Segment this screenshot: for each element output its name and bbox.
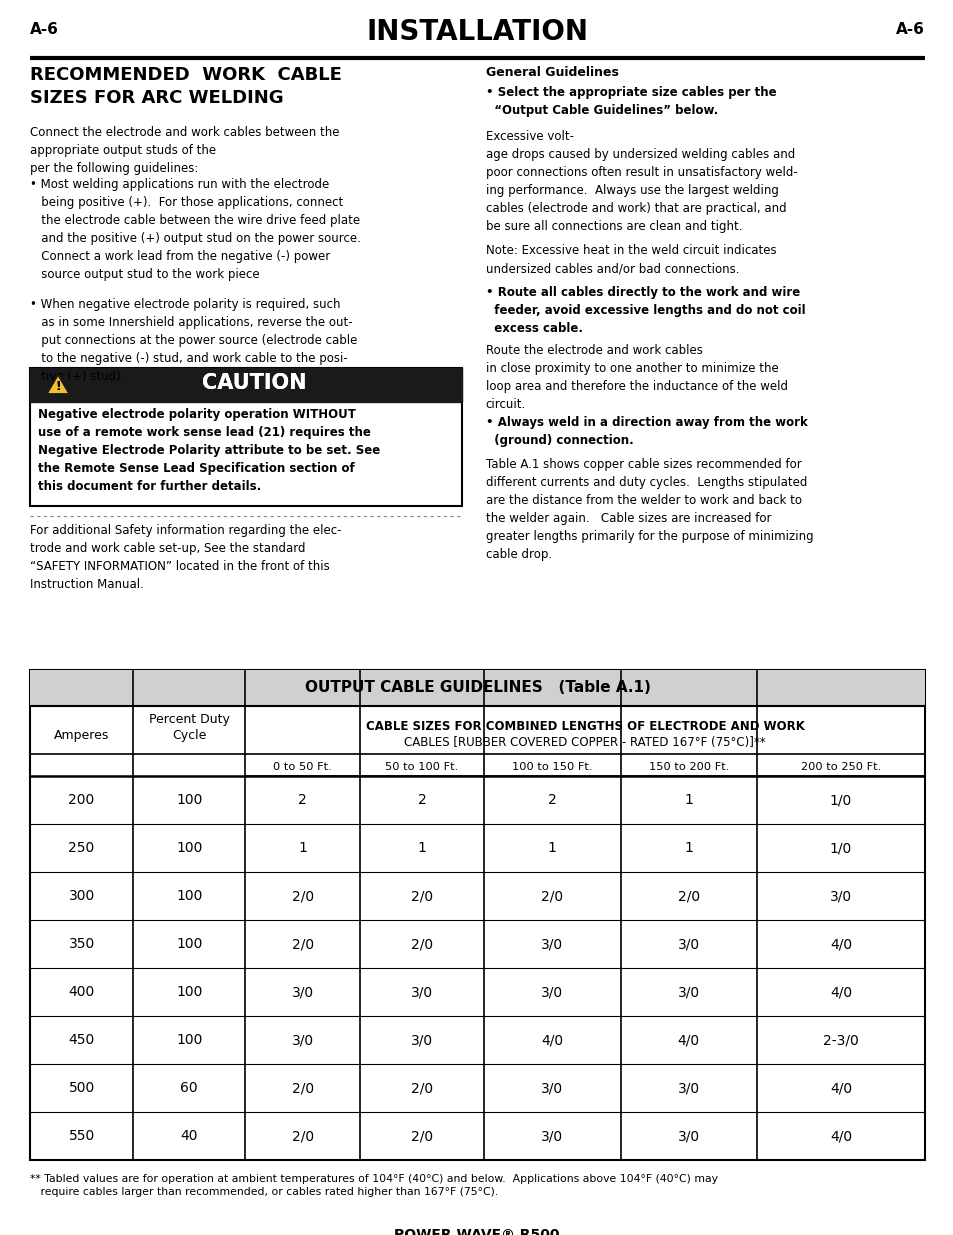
Text: 2/0: 2/0 xyxy=(540,889,562,903)
Bar xyxy=(30,671,924,706)
Text: 3/0: 3/0 xyxy=(677,937,700,951)
Text: • Route all cables directly to the work and wire
  feeder, avoid excessive lengt: • Route all cables directly to the work … xyxy=(485,287,804,335)
Text: 2/0: 2/0 xyxy=(677,889,700,903)
Text: RECOMMENDED  WORK  CABLE
SIZES FOR ARC WELDING: RECOMMENDED WORK CABLE SIZES FOR ARC WEL… xyxy=(30,65,341,107)
Text: 3/0: 3/0 xyxy=(677,1081,700,1095)
Text: 400: 400 xyxy=(69,986,94,999)
Text: • Select the appropriate size cables per the
  “Output Cable Guidelines” below.: • Select the appropriate size cables per… xyxy=(485,86,776,117)
Text: 500: 500 xyxy=(69,1081,94,1095)
Text: 4/0: 4/0 xyxy=(829,1081,851,1095)
Text: 2/0: 2/0 xyxy=(292,1081,314,1095)
Text: 1/0: 1/0 xyxy=(829,841,851,855)
Polygon shape xyxy=(47,375,69,394)
Text: CABLE SIZES FOR COMBINED LENGTHS OF ELECTRODE AND WORK: CABLE SIZES FOR COMBINED LENGTHS OF ELEC… xyxy=(365,720,803,734)
Text: 100 to 150 Ft.: 100 to 150 Ft. xyxy=(512,762,592,772)
Text: 1: 1 xyxy=(683,793,693,806)
Text: 2/0: 2/0 xyxy=(292,937,314,951)
Text: For additional Safety information regarding the elec-
trode and work cable set-u: For additional Safety information regard… xyxy=(30,524,341,592)
Text: 2/0: 2/0 xyxy=(411,1129,433,1144)
Text: 3/0: 3/0 xyxy=(677,1129,700,1144)
Text: 3/0: 3/0 xyxy=(829,889,851,903)
Text: ** Tabled values are for operation at ambient temperatures of 104°F (40°C) and b: ** Tabled values are for operation at am… xyxy=(30,1174,718,1197)
Text: 4/0: 4/0 xyxy=(829,1129,851,1144)
Text: • When negative electrode polarity is required, such
   as in some Innershield a: • When negative electrode polarity is re… xyxy=(30,298,357,383)
Text: 350: 350 xyxy=(69,937,94,951)
Text: Amperes: Amperes xyxy=(53,730,110,742)
Text: Connect the electrode and work cables between the
appropriate output studs of th: Connect the electrode and work cables be… xyxy=(30,126,339,175)
Text: 100: 100 xyxy=(175,937,202,951)
Text: 250: 250 xyxy=(69,841,94,855)
Polygon shape xyxy=(47,375,69,394)
Text: 550: 550 xyxy=(69,1129,94,1144)
Text: 200 to 250 Ft.: 200 to 250 Ft. xyxy=(800,762,880,772)
Text: 3/0: 3/0 xyxy=(540,1081,562,1095)
Text: OUTPUT CABLE GUIDELINES   (Table A.1): OUTPUT CABLE GUIDELINES (Table A.1) xyxy=(304,680,650,695)
Text: INSTALLATION: INSTALLATION xyxy=(366,19,588,46)
Text: 3/0: 3/0 xyxy=(292,986,314,999)
Text: 4/0: 4/0 xyxy=(540,1032,562,1047)
Text: 100: 100 xyxy=(175,889,202,903)
Text: 3/0: 3/0 xyxy=(411,986,433,999)
Text: 1/0: 1/0 xyxy=(829,793,851,806)
Text: 300: 300 xyxy=(69,889,94,903)
Text: • Most welding applications run with the electrode
   being positive (+).  For t: • Most welding applications run with the… xyxy=(30,178,360,282)
Text: Excessive volt-
age drops caused by undersized welding cables and
poor connectio: Excessive volt- age drops caused by unde… xyxy=(485,130,797,233)
Text: Table A.1 shows copper cable sizes recommended for
different currents and duty c: Table A.1 shows copper cable sizes recom… xyxy=(485,458,812,561)
Text: 0 to 50 Ft.: 0 to 50 Ft. xyxy=(274,762,332,772)
Text: General Guidelines: General Guidelines xyxy=(485,65,618,79)
Text: 2/0: 2/0 xyxy=(411,937,433,951)
Text: CAUTION: CAUTION xyxy=(202,373,306,393)
Text: 4/0: 4/0 xyxy=(829,986,851,999)
Bar xyxy=(30,368,462,506)
Text: 1: 1 xyxy=(417,841,426,855)
Text: 60: 60 xyxy=(180,1081,198,1095)
Text: 100: 100 xyxy=(175,841,202,855)
Text: Route the electrode and work cables
in close proximity to one another to minimiz: Route the electrode and work cables in c… xyxy=(485,345,786,411)
Text: POWER WAVE® R500: POWER WAVE® R500 xyxy=(394,1228,559,1235)
Text: 2: 2 xyxy=(547,793,556,806)
Text: 3/0: 3/0 xyxy=(540,986,562,999)
Text: 150 to 200 Ft.: 150 to 200 Ft. xyxy=(648,762,728,772)
Text: • Always weld in a direction away from the work
  (ground) connection.: • Always weld in a direction away from t… xyxy=(485,416,806,447)
Text: 2/0: 2/0 xyxy=(411,1081,433,1095)
Text: 3/0: 3/0 xyxy=(292,1032,314,1047)
Text: CAUTION: CAUTION xyxy=(202,373,306,393)
Text: CABLES [RUBBER COVERED COPPER - RATED 167°F (75°C)]**: CABLES [RUBBER COVERED COPPER - RATED 16… xyxy=(404,736,765,748)
Bar xyxy=(30,368,462,403)
Text: !: ! xyxy=(55,379,61,393)
Text: 1: 1 xyxy=(298,841,307,855)
Text: 450: 450 xyxy=(69,1032,94,1047)
Text: 2/0: 2/0 xyxy=(292,1129,314,1144)
Text: 100: 100 xyxy=(175,1032,202,1047)
Text: A-6: A-6 xyxy=(895,22,924,37)
Text: 1: 1 xyxy=(683,841,693,855)
Text: Percent Duty
Cycle: Percent Duty Cycle xyxy=(149,714,230,742)
Text: 40: 40 xyxy=(180,1129,197,1144)
Text: 100: 100 xyxy=(175,986,202,999)
Text: 2-3/0: 2-3/0 xyxy=(822,1032,858,1047)
Text: 100: 100 xyxy=(175,793,202,806)
Text: 50 to 100 Ft.: 50 to 100 Ft. xyxy=(385,762,458,772)
Text: Note: Excessive heat in the weld circuit indicates
undersized cables and/or bad : Note: Excessive heat in the weld circuit… xyxy=(485,245,776,275)
Text: 200: 200 xyxy=(69,793,94,806)
Text: 4/0: 4/0 xyxy=(677,1032,700,1047)
Text: 3/0: 3/0 xyxy=(540,1129,562,1144)
Text: Negative electrode polarity operation WITHOUT
use of a remote work sense lead (2: Negative electrode polarity operation WI… xyxy=(38,408,380,493)
Text: 3/0: 3/0 xyxy=(677,986,700,999)
Text: 1: 1 xyxy=(547,841,556,855)
Text: 2: 2 xyxy=(298,793,307,806)
Text: 2/0: 2/0 xyxy=(292,889,314,903)
Text: 3/0: 3/0 xyxy=(411,1032,433,1047)
Text: A-6: A-6 xyxy=(30,22,59,37)
Text: 2/0: 2/0 xyxy=(411,889,433,903)
Bar xyxy=(30,671,924,1160)
Text: 2: 2 xyxy=(417,793,426,806)
Bar xyxy=(30,368,462,403)
Text: 3/0: 3/0 xyxy=(540,937,562,951)
Text: 4/0: 4/0 xyxy=(829,937,851,951)
Text: !: ! xyxy=(55,379,61,393)
